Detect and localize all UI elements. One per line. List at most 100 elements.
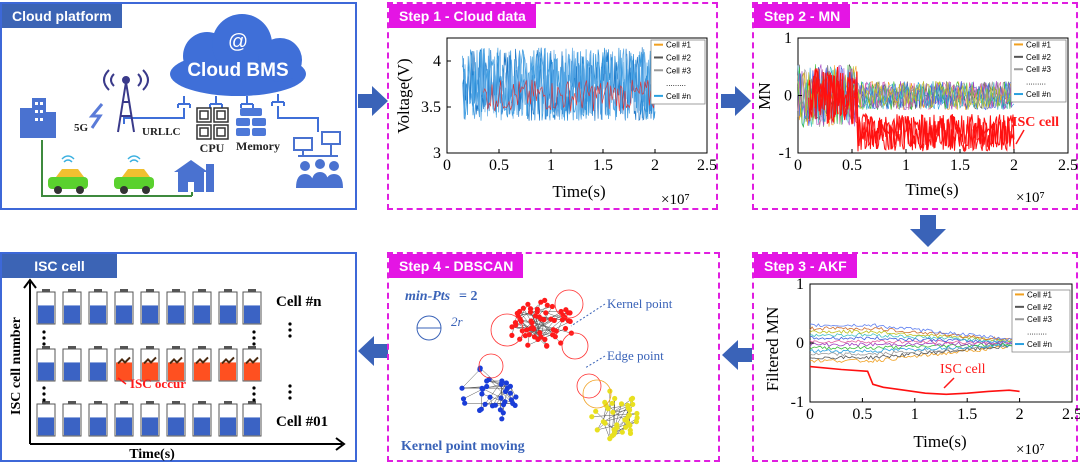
memory-icon <box>236 108 266 136</box>
x-tick-label: 0 <box>443 157 451 174</box>
legend-entry: Cell #n <box>666 92 691 101</box>
cluster-point <box>609 400 615 406</box>
cluster-point <box>565 318 572 324</box>
battery-fill <box>142 417 158 436</box>
cluster-point <box>526 332 532 338</box>
legend-entry: Cell #2 <box>1027 303 1052 312</box>
left-arrow-icon-2 <box>358 336 388 366</box>
right-arrow-icon-1 <box>358 86 388 116</box>
battery-fill <box>90 362 106 381</box>
battery-terminal <box>198 346 206 349</box>
cluster-point <box>626 412 632 418</box>
cluster-point <box>544 302 550 308</box>
battery-fill <box>220 305 236 324</box>
battery-terminal <box>224 289 232 292</box>
cluster-point <box>605 406 611 412</box>
step1-chart: Cell #1 Cell #2 Cell #3......... Cell #n Vo… <box>394 37 717 208</box>
cluster-point <box>462 400 468 406</box>
cloud-platform-panel: Cloud platform @ Cloud BMS 5G URL <box>0 2 357 210</box>
battery-fill <box>38 305 54 324</box>
minpts-label: min-Pts <box>405 289 451 304</box>
battery-fill <box>90 305 106 324</box>
step1-axes: 0 0.5 1 1.5 2 2.5 3 3.5 4 <box>421 53 717 174</box>
cluster-point <box>625 402 631 408</box>
battery-terminal <box>68 401 76 404</box>
city-buildings-icon <box>20 98 56 138</box>
mn-isc-line <box>808 66 1015 152</box>
isc-y-axis <box>23 278 37 444</box>
cluster-link <box>555 319 563 337</box>
cluster-link <box>527 328 566 346</box>
x-tick-label: 1.5 <box>950 157 970 174</box>
x-tick-label: 0 <box>794 157 802 174</box>
neighborhood-circle <box>554 289 584 319</box>
cluster-link <box>530 311 541 333</box>
cell-n-label: Cell #n <box>276 294 322 310</box>
battery-terminal <box>248 346 256 349</box>
cluster-point <box>563 307 569 313</box>
isc-spark-icon <box>195 356 209 365</box>
cluster-point <box>477 365 483 371</box>
isc-spark-icon <box>143 356 157 365</box>
x-tick-label: 2.5 <box>1058 157 1078 174</box>
legend-entry: Cell #2 <box>1026 53 1051 62</box>
cluster-point <box>611 432 617 438</box>
cluster-link <box>529 318 552 335</box>
cluster-point <box>537 330 543 336</box>
legend-entry: ......... <box>666 79 686 88</box>
step3-filtered-traces <box>809 323 1020 396</box>
cluster-point <box>633 419 639 425</box>
y-tick-label: -1 <box>791 394 804 411</box>
cpu-label: CPU <box>200 141 225 155</box>
cluster-point <box>627 407 633 413</box>
cluster-link <box>597 424 617 431</box>
battery-terminal <box>172 401 180 404</box>
filtered-series-line <box>809 343 1020 363</box>
legend-entry: Cell #1 <box>666 41 691 50</box>
x-tick-label: 2 <box>651 157 659 174</box>
cluster-point <box>479 385 485 391</box>
x-tick-label: 0.5 <box>852 406 872 423</box>
cluster-point <box>524 327 530 333</box>
cluster-point <box>542 297 548 303</box>
filtered-series-line <box>809 326 1020 341</box>
cluster-point <box>619 429 625 435</box>
isc-occur-arrow <box>117 377 127 385</box>
cluster-point <box>522 333 528 339</box>
cluster-point <box>623 424 629 430</box>
isc-spark-icon <box>169 356 183 365</box>
cluster-point <box>492 402 498 408</box>
step4-panel: Step 4 - DBSCAN min-Pts = 2 2r Kernel po… <box>387 252 720 462</box>
legend-box <box>1011 289 1071 353</box>
battery-fill <box>64 305 80 324</box>
cluster-point <box>629 395 636 401</box>
cluster-point <box>528 318 534 324</box>
lightning-icon <box>88 103 104 129</box>
battery-fill <box>64 417 80 436</box>
cluster-point <box>613 425 619 431</box>
neighborhood-circle <box>576 373 602 399</box>
legend-entry: ......... <box>1027 328 1047 337</box>
cluster-point <box>558 308 564 315</box>
cluster-point <box>482 401 488 407</box>
step1-title: Step 1 - Cloud data <box>389 4 536 28</box>
cluster-point <box>548 316 554 322</box>
x-tick-label: 2.5 <box>1062 406 1080 423</box>
isc-x-axis <box>30 437 346 451</box>
isc-occur-label: ISC occur <box>130 376 186 391</box>
voltage-isc-line <box>483 79 656 112</box>
cluster-point <box>630 401 636 407</box>
cpu-icon <box>196 107 229 140</box>
step3-ylabel: Filtered MN <box>763 307 782 392</box>
minpts-value: = 2 <box>459 289 477 304</box>
cluster-point <box>460 396 467 402</box>
x-tick-label: 1.5 <box>957 406 977 423</box>
cluster-point <box>527 309 534 315</box>
cluster-point <box>544 343 550 349</box>
voltage-series-line <box>462 47 656 121</box>
x-tick-label: 0.5 <box>842 157 862 174</box>
x-tick-label: 2.5 <box>697 157 717 174</box>
left-arrow-icon-1 <box>722 340 752 370</box>
cluster-link <box>533 314 564 330</box>
battery-terminal <box>120 401 128 404</box>
